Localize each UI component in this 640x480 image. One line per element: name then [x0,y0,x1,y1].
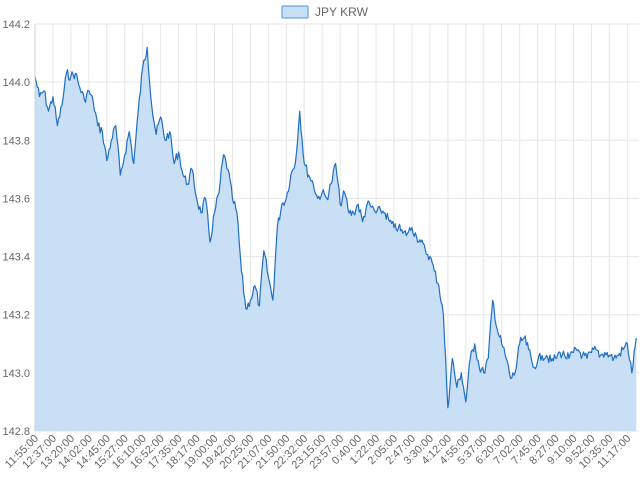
y-tick-label: 143.0 [2,368,30,380]
y-tick-label: 144.2 [2,19,30,31]
y-tick-label: 143.8 [2,135,30,147]
y-tick-label: 143.4 [2,252,30,264]
legend-label: JPY KRW [315,5,369,19]
y-tick-label: 143.2 [2,310,30,322]
y-axis: 144.2 144.0 143.8 143.6 143.4 143.2 143.0 142.8 [2,19,36,438]
y-tick-label: 142.8 [2,426,30,438]
series-area-fill [35,47,637,431]
series-line [34,46,637,409]
legend-swatch [281,5,309,19]
plot-area [34,46,637,431]
y-tick-label: 143.6 [2,193,30,205]
x-axis: 11:55:0012:37:0013:20:0014:02:0014:45:00… [3,433,634,472]
y-tick-label: 144.0 [2,77,30,89]
legend[interactable]: JPY KRW [281,5,369,19]
